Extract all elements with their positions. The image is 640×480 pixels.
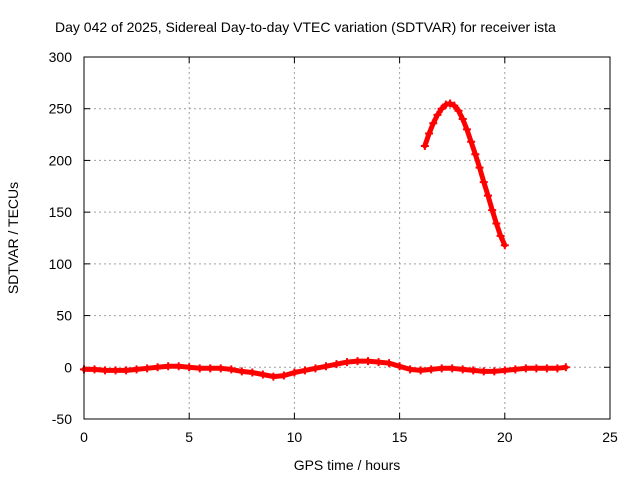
- data-point: [467, 137, 476, 146]
- x-tick-label: 20: [497, 429, 513, 445]
- y-tick-label: -50: [52, 411, 72, 427]
- y-tick-label: 50: [56, 308, 72, 324]
- data-point: [458, 115, 467, 124]
- data-point: [332, 360, 341, 369]
- data-point: [458, 365, 467, 374]
- data-point: [185, 363, 194, 372]
- data-point: [311, 364, 320, 373]
- data-point: [174, 362, 183, 371]
- data-point: [164, 362, 173, 371]
- plot-frame: [83, 56, 611, 420]
- data-point: [300, 366, 309, 375]
- chart-title: Day 042 of 2025, Sidereal Day-to-day VTE…: [55, 19, 556, 35]
- data-point: [111, 366, 120, 375]
- y-axis-label: SDTVAR / TECUs: [5, 182, 21, 294]
- data-point: [425, 129, 434, 138]
- data-point: [441, 100, 450, 109]
- data-point: [269, 372, 278, 381]
- data-point: [553, 364, 562, 373]
- data-point: [248, 368, 257, 377]
- data-point: [469, 366, 478, 375]
- data-point: [521, 364, 530, 373]
- data-point: [258, 370, 267, 379]
- y-tick-label: 250: [49, 101, 73, 117]
- data-point: [227, 365, 236, 374]
- data-point: [374, 358, 383, 367]
- data-point: [479, 367, 488, 376]
- data-point: [406, 365, 415, 374]
- data-point: [343, 358, 351, 367]
- data-point: [101, 366, 110, 375]
- data-point: [237, 367, 246, 376]
- data-point: [532, 364, 541, 373]
- data-point: [364, 357, 373, 366]
- axis-ticks: 0 5 10 15 20 25 -50 0 50 100 150 200 250 300: [49, 49, 618, 445]
- grid-lines: [84, 57, 610, 419]
- data-point: [395, 362, 404, 371]
- data-point: [488, 206, 497, 215]
- y-tick-label: 0: [64, 359, 72, 375]
- data-point: [511, 365, 520, 374]
- data-point: [321, 362, 330, 371]
- data-point: [429, 119, 438, 128]
- data-point: [500, 241, 509, 250]
- data-point: [353, 357, 362, 366]
- series-1: [420, 99, 509, 250]
- data-point: [542, 364, 551, 373]
- data-point: [448, 364, 457, 373]
- data-point: [500, 366, 509, 375]
- x-tick-label: 15: [392, 429, 408, 445]
- data-point: [437, 364, 446, 373]
- data-point: [195, 364, 204, 373]
- y-tick-label: 200: [49, 152, 73, 168]
- data-point: [216, 364, 225, 373]
- data-point: [90, 365, 99, 374]
- y-tick-label: 300: [49, 49, 73, 65]
- data-point: [290, 368, 299, 377]
- data-point: [416, 366, 425, 375]
- data-point: [437, 104, 446, 113]
- data-point: [496, 231, 505, 240]
- x-tick-label: 25: [602, 429, 618, 445]
- data-point: [490, 367, 499, 376]
- data-series: [80, 99, 570, 381]
- data-point: [132, 365, 141, 374]
- y-tick-label: 150: [49, 204, 73, 220]
- data-point: [427, 365, 436, 374]
- data-point: [479, 178, 488, 187]
- y-tick-label: 100: [49, 256, 73, 272]
- x-tick-label: 0: [80, 429, 88, 445]
- data-point: [279, 371, 288, 380]
- data-point: [454, 106, 463, 115]
- data-point: [475, 163, 484, 172]
- data-point: [483, 191, 492, 200]
- data-point: [492, 219, 501, 228]
- data-point: [385, 359, 394, 368]
- data-point: [433, 110, 442, 119]
- data-point: [450, 101, 459, 110]
- data-point: [471, 150, 480, 159]
- x-axis-label: GPS time / hours: [294, 457, 401, 473]
- data-point: [446, 99, 455, 108]
- data-point: [462, 125, 471, 134]
- series-0: [80, 357, 570, 381]
- data-point: [153, 363, 162, 372]
- data-point: [561, 363, 570, 372]
- data-point: [143, 364, 152, 373]
- data-point: [122, 366, 131, 375]
- x-tick-label: 5: [185, 429, 193, 445]
- x-tick-label: 10: [287, 429, 303, 445]
- data-point: [420, 141, 429, 150]
- data-point: [206, 364, 215, 373]
